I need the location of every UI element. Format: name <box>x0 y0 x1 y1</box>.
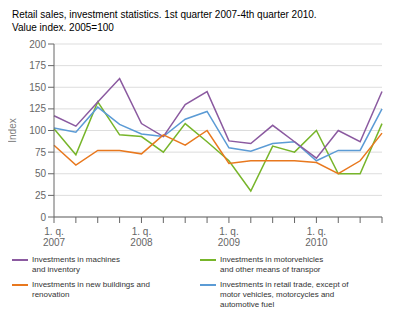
svg-text:0: 0 <box>40 212 46 223</box>
html-text:Investments in machines and in: Investments in machines and inventory <box>32 255 120 274</box>
svg-text:75: 75 <box>35 147 47 158</box>
html-text:Investments in retail trade, e: Investments in retail trade, except of m… <box>220 280 349 309</box>
svg-text:200: 200 <box>29 39 46 50</box>
html-text:Value index. 2005=100: Value index. 2005=100 <box>12 22 114 33</box>
html-text:Investments in new buildings a: Investments in new buildings and renovat… <box>32 280 150 299</box>
svg-text:50: 50 <box>35 168 47 179</box>
svg-text:1. q.2008: 1. q.2008 <box>130 226 153 248</box>
svg-text:1. q.2010: 1. q.2010 <box>305 226 328 248</box>
svg-text:150: 150 <box>29 82 46 93</box>
svg-text:1. q.2007: 1. q.2007 <box>43 226 66 248</box>
svg-text:Index: Index <box>8 118 18 142</box>
svg-text:175: 175 <box>29 60 46 71</box>
html-text:Retail sales, investment stati: Retail sales, investment statistics. 1st… <box>12 9 317 20</box>
svg-text:100: 100 <box>29 125 46 136</box>
svg-text:1. q.2009: 1. q.2009 <box>218 226 241 248</box>
html-text:Investments in motorvehicles a: Investments in motorvehicles and other m… <box>220 255 324 274</box>
svg-text:125: 125 <box>29 103 46 114</box>
svg-text:25: 25 <box>35 190 47 201</box>
